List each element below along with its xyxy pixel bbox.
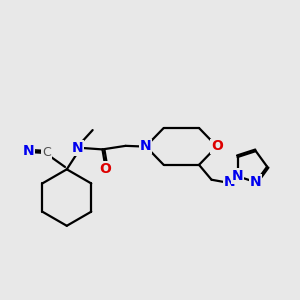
Text: N: N [224,175,235,189]
Text: N: N [22,144,34,158]
Text: C: C [42,146,51,160]
Text: N: N [140,140,152,153]
Text: N: N [232,169,243,183]
Text: N: N [250,175,262,189]
Text: N: N [71,141,83,155]
Text: O: O [99,162,111,176]
Text: O: O [211,140,223,153]
